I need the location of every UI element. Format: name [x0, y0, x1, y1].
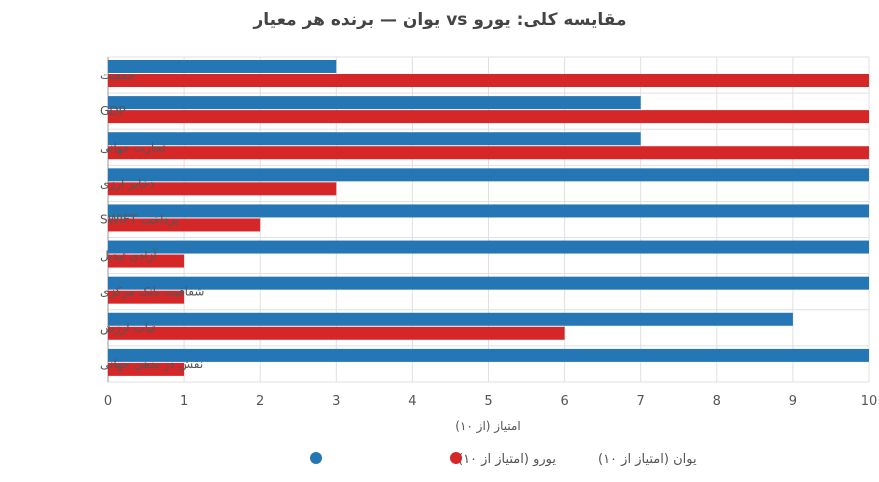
x-tick-label: 10: [861, 394, 878, 409]
bars: [108, 60, 869, 376]
x-axis-label: امتیاز (از ۱۰): [455, 419, 520, 434]
legend-label[interactable]: یوان (امتیاز از ۱۰): [598, 452, 697, 467]
x-tick-labels: 0 1 2 3 4 5 6 7 8 9 10: [104, 394, 877, 409]
bar-yuan[interactable]: [108, 290, 185, 304]
category-label: نقش در بدهی جهانی: [100, 357, 203, 372]
x-tick-label: 9: [789, 394, 797, 409]
category-label: آزادی تبدیل: [100, 248, 157, 264]
category-label: ثبات ارزش: [100, 321, 155, 336]
bar-euro[interactable]: [108, 348, 869, 362]
x-tick-label: 7: [637, 394, 645, 409]
bar-euro[interactable]: [108, 132, 641, 146]
bar-yuan[interactable]: [108, 182, 337, 196]
category-label: جمعیت: [100, 68, 136, 82]
bar-euro[interactable]: [108, 240, 869, 254]
bar-yuan[interactable]: [108, 218, 261, 232]
category-label: شفافیت بانک مرکزی: [100, 285, 204, 300]
x-tick-label: 2: [256, 394, 264, 409]
category-label: GDP: [100, 104, 126, 118]
bar-yuan[interactable]: [108, 146, 869, 160]
x-tick-label: 5: [484, 394, 492, 409]
bar-euro[interactable]: [108, 168, 869, 182]
x-tick-label: 6: [560, 394, 568, 409]
bar-yuan[interactable]: [108, 326, 565, 340]
legend-label[interactable]: یورو (امتیاز از ۱۰): [458, 452, 556, 467]
bar-euro[interactable]: [108, 96, 641, 110]
bar-yuan[interactable]: [108, 110, 869, 124]
x-tick-label: 3: [332, 394, 340, 409]
bar-euro[interactable]: [108, 204, 869, 218]
legend-marker: [450, 452, 462, 464]
x-tick-label: 8: [713, 394, 721, 409]
bar-yuan[interactable]: [108, 74, 869, 87]
bar-euro[interactable]: [108, 276, 869, 290]
category-labels: جمعیت GDP تجارت جهانی ذخایر ارزی پرداخت SWIF…: [100, 68, 204, 372]
x-tick-label: 4: [408, 394, 416, 409]
legend: یورو (امتیاز از ۱۰) یوان (امتیاز از ۱۰): [310, 452, 697, 467]
category-label: ذخایر ارزی: [100, 176, 155, 191]
chart-title: مقایسه کلی: یورو vs یوان — برنده هر معیا…: [252, 10, 626, 30]
x-tick-label: 0: [104, 394, 112, 409]
category-label: پرداخت SWIFT: [100, 213, 179, 228]
bar-yuan[interactable]: [108, 362, 185, 376]
category-label: تجارت جهانی: [100, 140, 166, 155]
bar-euro[interactable]: [108, 312, 793, 326]
legend-marker: [310, 452, 322, 464]
x-tick-label: 1: [180, 394, 188, 409]
bar-yuan[interactable]: [108, 254, 185, 268]
bar-euro[interactable]: [108, 60, 337, 73]
